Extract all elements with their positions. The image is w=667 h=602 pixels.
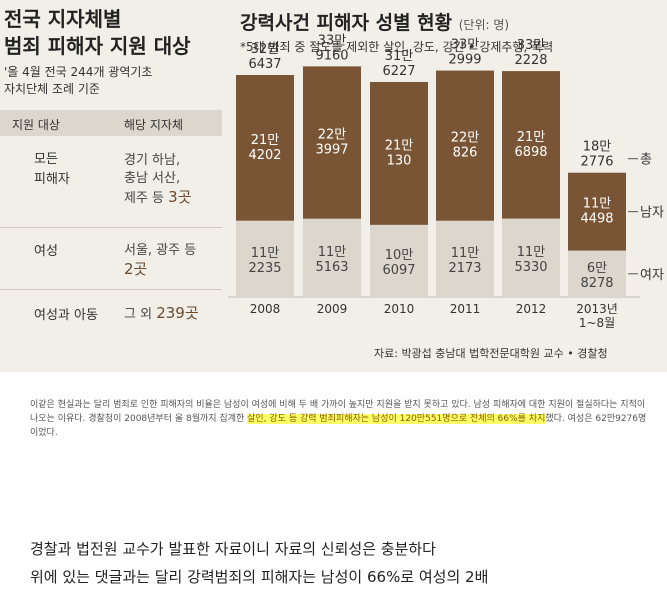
row-region-line1: 서울, 광주 등 (124, 243, 197, 258)
row-region-line1: 그 외 (124, 307, 153, 322)
row-target: 여성 (34, 244, 58, 259)
chart-title-text: 강력사건 피해자 성별 현황 (240, 12, 453, 34)
row-region-count: 239곳 (156, 304, 199, 322)
caption-line2: 위에 있는 댓글과는 달리 강력범죄의 피해자는 남성이 66%로 여성의 2배 (30, 568, 489, 586)
data-label-female: 10만 6097 (382, 248, 415, 278)
row-target-line2: 피해자 (34, 172, 70, 187)
row-target-line1: 모든 (34, 152, 58, 167)
legend-label: 여자 (640, 268, 664, 283)
row-region: 서울, 광주 등 2곳 (124, 242, 196, 280)
data-label-male: 21만 4202 (248, 133, 281, 163)
row-target: 여성과 아동 (34, 308, 98, 323)
row-target: 모든 피해자 (34, 150, 70, 190)
infographic: 전국 지자체별 범죄 피해자 지원 대상 '올 4월 전국 244개 광역기초 … (0, 0, 667, 372)
bar-male (236, 75, 294, 221)
table-row: 여성 서울, 광주 등 2곳 (0, 228, 222, 290)
bar-female (502, 218, 560, 297)
caption-line1: 경찰과 법전원 교수가 발표한 자료이니 자료의 신뢰성은 충분하다 (30, 540, 436, 558)
x-tick-label: 2013년 1~8월 (576, 302, 618, 330)
bar-female (568, 250, 626, 297)
data-label-female: 11만 2173 (448, 246, 481, 276)
x-tick-label: 2011 (450, 302, 481, 316)
data-label-total: 31만 6227 (382, 49, 415, 79)
bar-male (568, 172, 626, 251)
bar-male (370, 81, 428, 225)
chart-title: 강력사건 피해자 성별 현황 (단위: 명) (240, 8, 509, 35)
bar-male (303, 66, 361, 219)
article-excerpt: 이같은 현실과는 달리 범죄로 인한 피해자의 비율은 남성이 여성에 비해 두… (30, 398, 652, 440)
row-region-line1: 경기 하남, (124, 153, 181, 168)
article-text: 이같은 현실과는 달리 범죄로 인한 피해자의 비율은 남성이 여성에 비해 두… (30, 400, 646, 424)
table-row: 여성과 아동 그 외 239곳 (0, 290, 222, 336)
data-label-male: 21만 6898 (514, 130, 547, 160)
x-tick-label: 2012 (516, 302, 547, 316)
data-label-male: 22만 3997 (315, 128, 348, 158)
data-label-total: 32만 6437 (248, 42, 281, 72)
article-text-end: 했다. 여성은 62만9276명이었다. (30, 414, 647, 438)
bar-female (436, 220, 494, 297)
data-label-female: 11만 5330 (514, 245, 547, 275)
x-tick-label: 2010 (384, 302, 415, 316)
data-label-total: 18만 2776 (580, 140, 613, 170)
data-label-total: 33만 9160 (315, 33, 348, 63)
data-label-total: 33만 2999 (448, 38, 481, 68)
bar-female (370, 224, 428, 297)
row-region-count: 3곳 (168, 188, 192, 206)
table-row: 모든 피해자 경기 하남, 충남 서산, 제주 등 3곳 (0, 136, 222, 228)
data-label-female: 11만 5163 (315, 245, 348, 275)
table-header: 지원 대상 해당 지자체 (0, 110, 222, 136)
data-label-male: 21만 130 (385, 138, 414, 168)
article-highlight: 살인, 강도 등 강력 범죄피해자는 남성이 120만551명으로 전체의 66… (247, 414, 546, 424)
table-subtitle-line1: '올 4월 전국 244개 광역기초 (4, 65, 153, 79)
table-title-line1: 전국 지자체별 (4, 7, 122, 31)
row-region-line2: 충남 서산, (124, 171, 181, 186)
legend-label: 총 (640, 153, 652, 168)
chart-source: 자료: 박광섭 충남대 법학전문대학원 교수 • 경찰청 (374, 347, 608, 360)
bar-male (436, 70, 494, 221)
table-title-line2: 범죄 피해자 지원 대상 (4, 34, 191, 58)
legend-label: 남자 (640, 206, 664, 221)
header-target: 지원 대상 (12, 118, 60, 132)
chart-footnote: *5대 범죄 중 절도를 제외한 살인, 강도, 강간 • 강제추행, 폭력 (240, 40, 554, 54)
header-region: 해당 지자체 (124, 118, 184, 132)
data-label-total: 33만 2228 (514, 38, 547, 68)
bar-female (236, 220, 294, 297)
table-subtitle: '올 4월 전국 244개 광역기초 자치단체 조례 기준 (4, 64, 152, 98)
data-label-female: 6만 8278 (580, 261, 613, 291)
stacked-bar-chart: 11만 2235 21만 4202 32만 6437 2008 11만 5163 22만 3997 3… (228, 33, 664, 330)
table-subtitle-line2: 자치단체 조례 기준 (4, 82, 100, 96)
x-tick-label: 2008 (250, 302, 281, 316)
bar-female (303, 218, 361, 297)
x-tick-label: 2009 (317, 302, 348, 316)
bar-male (502, 71, 560, 219)
data-label-female: 11만 2235 (248, 246, 281, 276)
chart-unit: (단위: 명) (458, 18, 510, 32)
row-region-line3: 제주 등 (124, 191, 165, 206)
table-title: 전국 지자체별 범죄 피해자 지원 대상 (4, 6, 191, 60)
row-region-count: 2곳 (124, 260, 148, 278)
data-label-male: 22만 826 (451, 131, 480, 161)
row-region: 경기 하남, 충남 서산, 제주 등 3곳 (124, 152, 192, 208)
data-label-male: 11만 4498 (580, 197, 613, 227)
row-region: 그 외 239곳 (124, 304, 199, 324)
